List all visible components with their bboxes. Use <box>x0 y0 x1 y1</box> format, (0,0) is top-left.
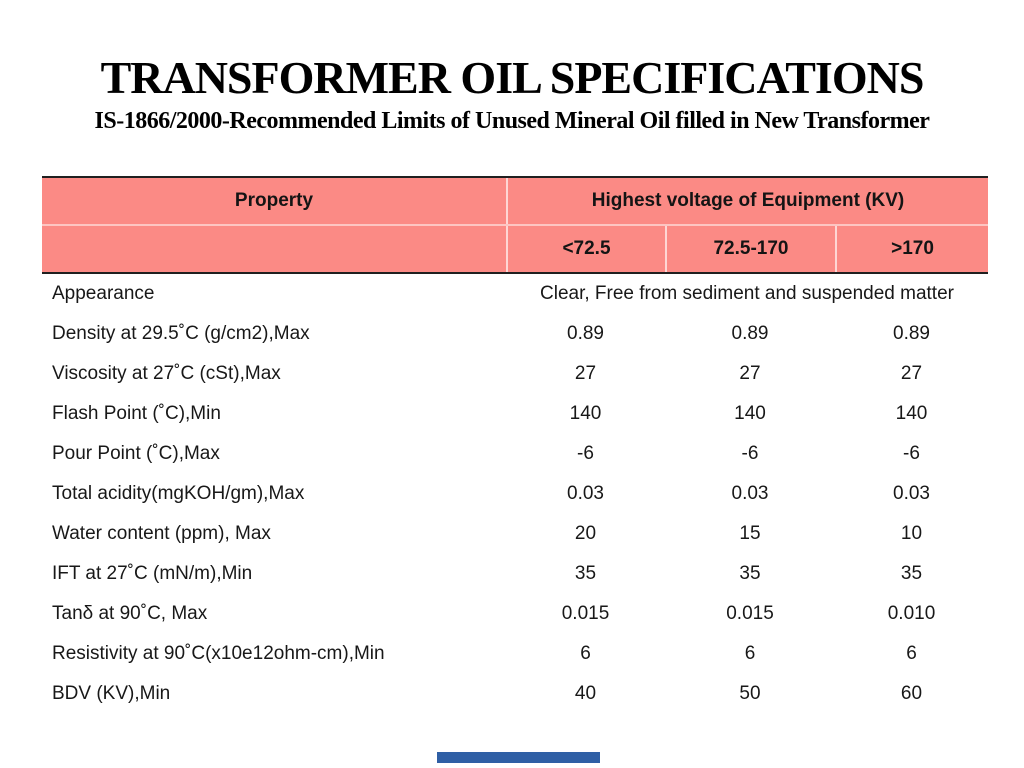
property-cell: Flash Point (˚C),Min <box>52 403 221 424</box>
value-cell: 27 <box>739 363 761 384</box>
table-row: Total acidity(mgKOH/gm),Max 0.03 0.03 0.03 <box>42 474 988 514</box>
value-cell: -6 <box>903 443 920 464</box>
value-cell: 50 <box>739 683 761 704</box>
header-property: Property <box>234 190 314 211</box>
value-cell-span: Clear, Free from sediment and suspended … <box>540 283 954 304</box>
value-cell: 40 <box>574 683 597 704</box>
value-cell: 0.89 <box>893 323 930 344</box>
property-cell: Water content (ppm), Max <box>52 523 271 544</box>
value-cell: 20 <box>574 523 597 544</box>
value-cell: 140 <box>569 403 602 424</box>
table-row: Tanδ at 90˚C, Max 0.015 0.015 0.010 <box>42 594 988 634</box>
property-cell: Total acidity(mgKOH/gm),Max <box>52 483 305 504</box>
property-cell: Resistivity at 90˚C(x10e12ohm-cm),Min <box>52 643 385 664</box>
table-row: Pour Point (˚C),Max -6 -6 -6 <box>42 434 988 474</box>
property-cell: BDV (KV),Min <box>52 683 171 704</box>
value-cell: 140 <box>895 403 928 424</box>
value-cell: 0.03 <box>567 483 604 504</box>
table-body: Appearance Clear, Free from sediment and … <box>42 274 988 714</box>
value-cell: 60 <box>900 683 923 704</box>
value-cell: 0.89 <box>567 323 604 344</box>
value-cell: 6 <box>744 643 756 664</box>
header-row-group: Property Highest voltage of Equipment (K… <box>42 178 988 226</box>
value-cell: 10 <box>900 523 923 544</box>
value-cell: 0.03 <box>893 483 930 504</box>
value-cell: -6 <box>741 443 759 464</box>
table-row: Density at 29.5˚C (g/cm2),Max 0.89 0.89 0.8… <box>42 314 988 354</box>
value-cell: 35 <box>900 563 923 584</box>
property-cell: Tanδ at 90˚C, Max <box>52 603 208 624</box>
footer-progress-bar <box>437 752 600 763</box>
table-row: BDV (KV),Min 40 50 60 <box>42 674 988 714</box>
value-cell: 0.89 <box>731 323 769 344</box>
table-row: Appearance Clear, Free from sediment and … <box>42 274 988 314</box>
header-group-label: Highest voltage of Equipment (KV) <box>506 178 988 224</box>
property-cell: Appearance <box>52 283 155 304</box>
value-cell: 0.010 <box>887 603 936 624</box>
value-cell: 140 <box>734 403 766 424</box>
table-row: Flash Point (˚C),Min 140 140 140 <box>42 394 988 434</box>
property-cell: Pour Point (˚C),Max <box>52 443 220 464</box>
table-header: Property Highest voltage of Equipment (K… <box>42 176 988 274</box>
value-cell: 35 <box>739 563 761 584</box>
table-row: IFT at 27˚C (mN/m),Min 35 35 35 <box>42 554 988 594</box>
value-cell: 27 <box>900 363 923 384</box>
header-col-72-170: 72.5-170 <box>665 226 835 272</box>
value-cell: 0.015 <box>726 603 774 624</box>
property-cell: Viscosity at 27˚C (cSt),Max <box>52 363 281 384</box>
page-subtitle: IS-1866/2000-Recommended Limits of Unuse… <box>94 108 930 134</box>
value-cell: -6 <box>577 443 594 464</box>
table-row: Resistivity at 90˚C(x10e12ohm-cm),Min 6 6 6 <box>42 634 988 674</box>
property-cell: Density at 29.5˚C (g/cm2),Max <box>52 323 310 344</box>
value-cell: 35 <box>574 563 597 584</box>
header-col-over-170: >170 <box>835 226 988 272</box>
value-cell: 15 <box>739 523 761 544</box>
property-cell: IFT at 27˚C (mN/m),Min <box>52 563 253 584</box>
header-col-under-72: <72.5 <box>506 226 665 272</box>
value-cell: 27 <box>574 363 597 384</box>
header-row-columns: <72.5 72.5-170 >170 <box>42 226 988 272</box>
table-row: Viscosity at 27˚C (cSt),Max 27 27 27 <box>42 354 988 394</box>
spec-table: Property Highest voltage of Equipment (K… <box>42 176 988 714</box>
value-cell: 6 <box>580 643 591 664</box>
page-title: TRANSFORMER OIL SPECIFICATIONS <box>100 52 925 103</box>
value-cell: 0.03 <box>731 483 769 504</box>
value-cell: 0.015 <box>561 603 610 624</box>
table-row: Water content (ppm), Max 20 15 10 <box>42 514 988 554</box>
value-cell: 6 <box>906 643 917 664</box>
